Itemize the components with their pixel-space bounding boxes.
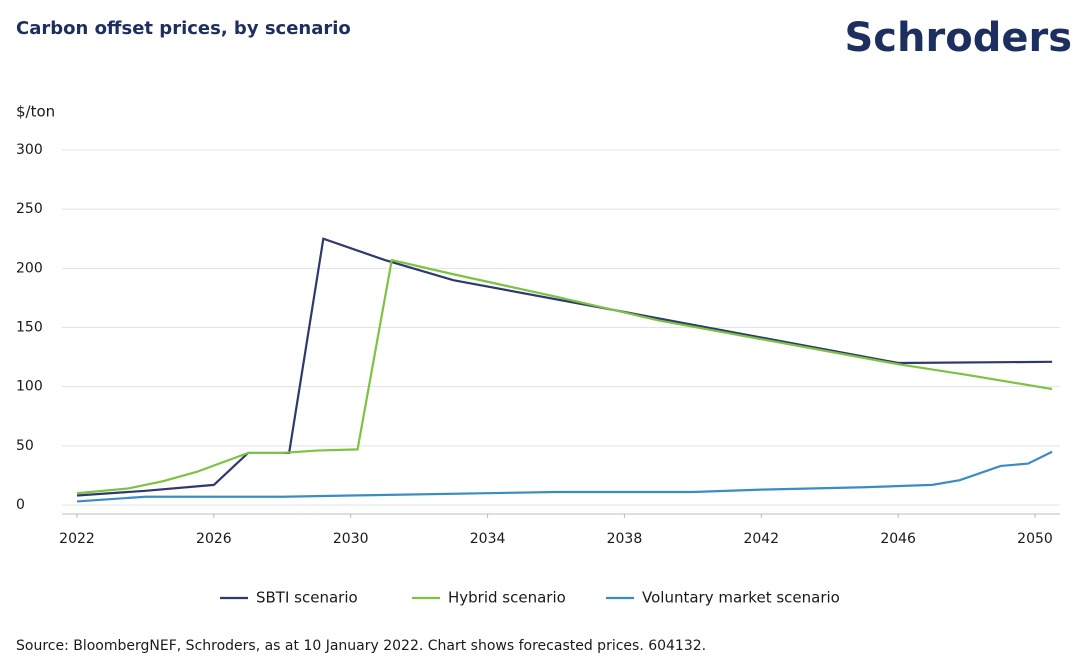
x-tick-label: 2026 [196,531,232,547]
legend-label: Voluntary market scenario [642,589,840,607]
line-series [76,258,1053,495]
y-tick-label: 300 [16,142,43,158]
x-tick-label: 2042 [743,531,779,547]
x-tick-label: 2030 [333,531,369,547]
line-series [76,237,1053,497]
y-tick-label: 50 [16,438,34,454]
y-tick-label: 150 [16,320,43,336]
y-axis-label: $/ton [16,103,55,121]
line-series [76,450,1053,503]
legend-label: Hybrid scenario [448,589,566,607]
y-tick-label: 250 [16,201,43,217]
x-tick-label: 2038 [607,531,643,547]
y-tick-label: 100 [16,379,43,395]
y-tick-label: 0 [16,497,25,513]
x-tick-label: 2050 [1017,531,1053,547]
legend-label: SBTI scenario [256,589,358,607]
legend: SBTI scenario Hybrid scenario Voluntary ma… [220,589,840,607]
x-tick-label: 2034 [470,531,506,547]
source-note: Source: BloombergNEF, Schroders, as at 1… [16,638,706,654]
y-tick-label: 200 [16,260,43,276]
x-tick-label: 2022 [59,531,95,547]
x-tick-label: 2046 [880,531,916,547]
chart-title: Carbon offset prices, by scenario [16,18,351,39]
logo: Schroders [845,15,1073,61]
